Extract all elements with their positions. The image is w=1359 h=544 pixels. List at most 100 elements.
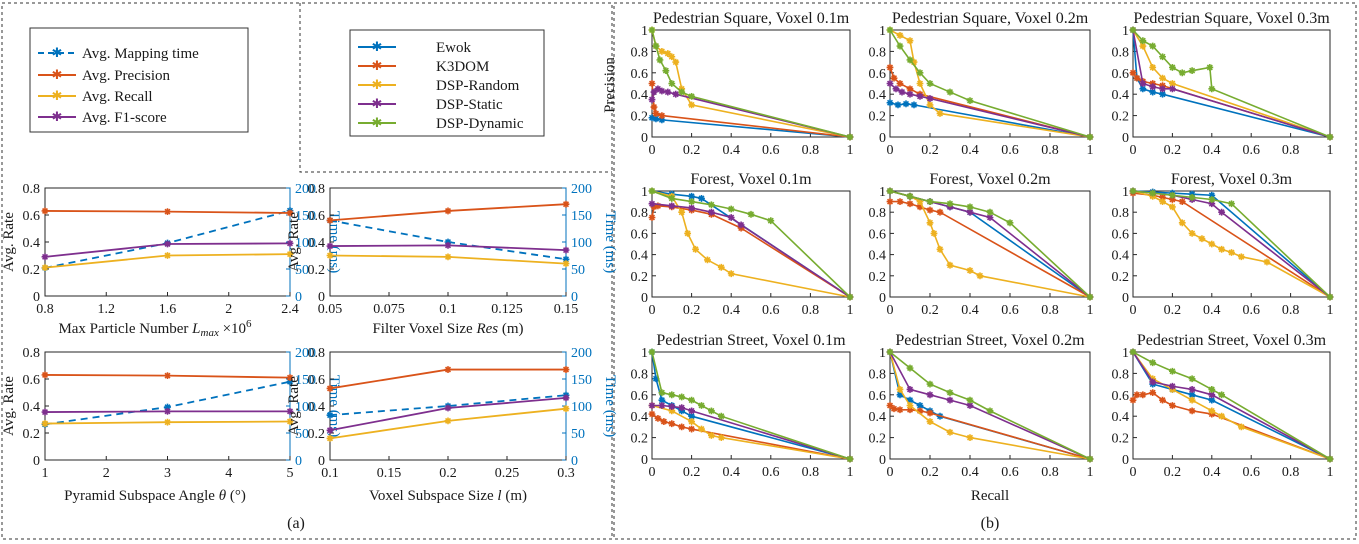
series-line <box>889 190 1091 298</box>
y-tick-label: 1 <box>879 24 886 39</box>
legend-a-marker: ✱ <box>52 109 63 124</box>
data-point <box>906 85 914 93</box>
x-tick-label: 0.2 <box>683 303 701 318</box>
y-tick-label: 1 <box>1122 185 1129 200</box>
y-tick-label: 0.6 <box>631 227 649 242</box>
data-point <box>1169 203 1176 211</box>
data-point <box>896 31 904 39</box>
data-point <box>727 270 735 278</box>
x-tick-label: 0.8 <box>1282 303 1300 318</box>
legend-a-marker: ✱ <box>52 45 63 60</box>
data-point <box>986 208 994 216</box>
data-point <box>846 133 854 141</box>
b8-chart: Pedestrian Street, Voxel 0.2m 0 0.2 0.4 0.6 0… <box>869 332 1094 480</box>
x-tick-label: 1 <box>1087 143 1094 158</box>
y-tick-label: 0.4 <box>23 236 41 251</box>
data-point <box>886 80 894 87</box>
y2-tick-label: 200 <box>571 346 592 361</box>
legend-a-marker: ✱ <box>52 67 63 82</box>
data-point <box>708 432 715 439</box>
y2-tick-label: 100 <box>295 236 316 251</box>
data-point <box>1218 245 1226 253</box>
data-point <box>1149 389 1157 397</box>
y-tick-label: 1 <box>641 24 648 39</box>
y-tick-label: 0.6 <box>631 67 649 82</box>
series-line <box>651 413 851 460</box>
x-tick-label: 0.15 <box>377 466 402 481</box>
y-tick-label: 0.2 <box>631 270 649 285</box>
y2-tick-label: 150 <box>295 209 316 224</box>
data-point <box>668 407 676 415</box>
data-point <box>966 203 974 211</box>
data-point <box>41 207 49 215</box>
data-point <box>1237 423 1245 431</box>
x-tick-label: 0.2 <box>1164 465 1182 480</box>
data-point <box>1149 378 1157 386</box>
y-tick-label: 0.8 <box>631 206 649 221</box>
data-point <box>737 221 745 229</box>
data-point <box>1198 235 1206 243</box>
data-point <box>164 208 171 216</box>
data-point <box>727 214 735 221</box>
x-tick-label: 0 <box>1130 465 1137 480</box>
y-tick-label: 0 <box>318 290 325 305</box>
data-point <box>986 214 994 221</box>
legend-b-marker: ✱ <box>372 39 383 54</box>
y-tick-label: 0.8 <box>869 206 887 221</box>
y-tick-label: 0.4 <box>308 400 326 415</box>
y-tick-label: 1 <box>641 346 648 361</box>
x-tick-label: 0.125 <box>491 302 523 317</box>
data-point <box>896 386 904 393</box>
data-point <box>164 418 171 426</box>
data-point <box>654 414 662 422</box>
data-point <box>717 263 725 271</box>
data-point <box>747 210 755 218</box>
y-tick-label: 0 <box>641 131 648 146</box>
y2-tick-label: 50 <box>295 427 309 442</box>
data-point <box>678 88 686 96</box>
data-point <box>910 101 918 109</box>
data-point <box>936 110 944 117</box>
x-tick-label: 0.4 <box>1203 465 1221 480</box>
y2-tick-label: 200 <box>571 182 592 197</box>
x-tick-label: 1 <box>1327 303 1334 318</box>
data-point <box>668 53 676 61</box>
data-point <box>767 217 775 225</box>
data-point <box>326 435 334 442</box>
x-tick-label: 1 <box>42 466 49 481</box>
data-point <box>668 80 676 87</box>
data-point <box>648 114 656 122</box>
data-point <box>906 364 914 372</box>
y-tick-label: 0.2 <box>308 427 326 442</box>
data-point <box>652 42 660 50</box>
x-tick-label: 1.2 <box>98 302 116 317</box>
x-tick-label: 0.2 <box>439 466 457 481</box>
data-point <box>946 261 954 269</box>
b7-chart: Pedestrian Street, Voxel 0.1m 0 0.2 0.4 0.6 0… <box>631 332 854 480</box>
data-point <box>966 396 974 404</box>
data-point <box>846 455 854 463</box>
data-point <box>1326 293 1334 301</box>
data-point <box>896 391 904 399</box>
a4-y2label: Time (ms) <box>602 375 618 437</box>
y-tick-label: 0.8 <box>1112 367 1130 382</box>
series-line <box>1132 351 1331 460</box>
x-tick-label: 0.4 <box>961 143 979 158</box>
data-point <box>946 200 954 208</box>
data-point <box>658 402 666 409</box>
data-point <box>41 253 49 261</box>
panel-label-b: (b) <box>981 515 1000 532</box>
data-point <box>926 101 934 109</box>
data-point <box>1159 90 1166 98</box>
b5-chart: Forest, Voxel 0.2m 0 0.2 0.4 0.6 0.8 1 0 0.2 0.4 0… <box>869 171 1094 318</box>
data-point <box>1129 26 1137 34</box>
data-point <box>926 80 934 87</box>
data-point <box>1188 391 1196 399</box>
data-point <box>910 58 918 66</box>
data-point <box>658 112 666 119</box>
data-point <box>41 371 49 379</box>
data-point <box>286 250 294 258</box>
y-tick-label: 0.8 <box>869 45 887 60</box>
b-ylabel: Precision <box>602 57 618 113</box>
